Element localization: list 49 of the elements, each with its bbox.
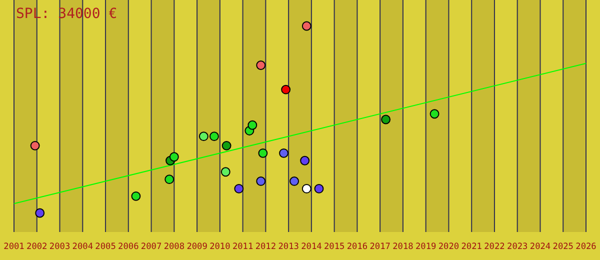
x-tick-label: 2001	[4, 242, 24, 252]
x-tick-label: 2012	[255, 242, 276, 252]
x-tick-label: 2011	[232, 242, 254, 252]
point	[164, 174, 174, 184]
point	[258, 148, 268, 158]
x-tick-label: 2003	[49, 242, 70, 252]
x-tick-label: 2021	[461, 242, 482, 252]
point	[290, 176, 299, 186]
x-tick-label: 2024	[530, 242, 551, 252]
point	[381, 114, 391, 124]
x-tick-label: 2002	[26, 242, 48, 252]
x-tick-label: 2010	[210, 242, 230, 252]
point	[169, 152, 179, 162]
x-tick-label: 2008	[164, 242, 185, 252]
point	[430, 109, 440, 119]
point	[256, 176, 266, 186]
x-tick-label: 2014	[301, 242, 322, 252]
point	[234, 184, 244, 194]
x-tick-label: 2018	[392, 242, 414, 252]
point	[314, 184, 324, 194]
point	[302, 184, 312, 194]
point	[131, 191, 141, 201]
x-tick-label: 2015	[324, 242, 345, 252]
point	[30, 140, 40, 150]
x-tick-label: 2019	[415, 242, 436, 252]
point	[198, 132, 208, 142]
point	[35, 208, 45, 218]
point	[209, 132, 219, 142]
x-tick-label: 2007	[140, 242, 162, 252]
point	[281, 84, 291, 94]
x-tick-label: 2005	[95, 242, 116, 252]
x-tick-label: 2009	[186, 242, 208, 252]
point	[256, 60, 266, 70]
x-tick-label: 2006	[118, 242, 139, 252]
x-tick-label: 2023	[507, 242, 528, 252]
x-tick-label: 2004	[72, 242, 93, 252]
point	[302, 21, 312, 31]
point	[248, 120, 258, 130]
x-tick-label: 2016	[346, 242, 368, 252]
x-tick-label: 2026	[576, 242, 596, 252]
point	[300, 156, 310, 166]
x-tick-label: 2025	[552, 242, 574, 252]
x-tick-label: 2013	[278, 242, 299, 252]
point	[220, 167, 230, 177]
point	[222, 140, 232, 150]
x-tick-label: 2017	[370, 242, 390, 252]
x-tick-label: 2020	[438, 242, 460, 252]
point	[279, 148, 288, 158]
x-tick-label: 2022	[484, 242, 505, 252]
